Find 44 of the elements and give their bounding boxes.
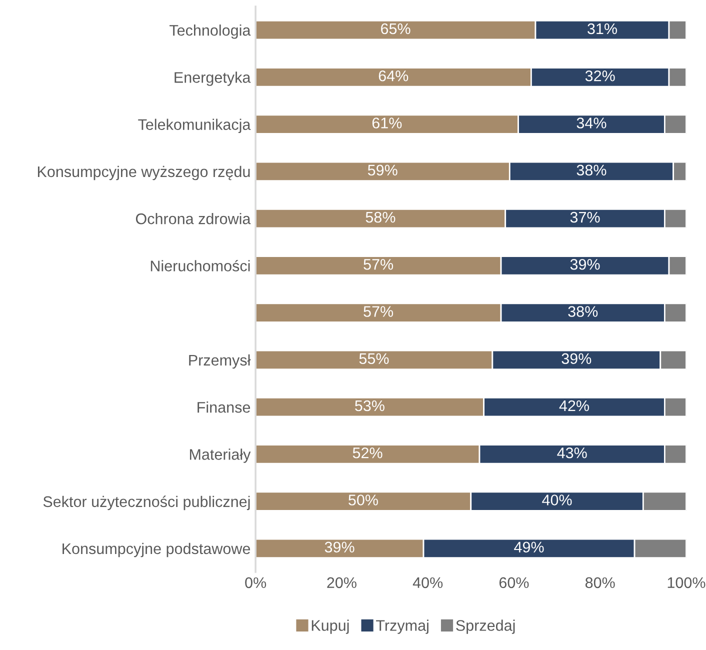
data-label: 40% xyxy=(542,494,572,506)
data-label: 49% xyxy=(514,542,544,553)
data-label: 50% xyxy=(348,494,378,506)
data-label: 64% xyxy=(378,70,408,82)
data-label: 34% xyxy=(576,118,606,128)
y-tick-label: Energetyka xyxy=(174,72,251,86)
data-label: 65% xyxy=(381,23,410,34)
data-label: 32% xyxy=(585,70,615,82)
data-label: 52% xyxy=(352,447,382,458)
x-tick-label: 60% xyxy=(499,577,529,588)
x-tick-label: 40% xyxy=(412,577,443,588)
data-label: 39% xyxy=(324,542,354,553)
data-label: 59% xyxy=(368,164,398,176)
legend-label: Sprzedaj xyxy=(456,620,515,634)
data-label: 37% xyxy=(570,212,600,223)
data-label: 38% xyxy=(568,306,598,317)
data-label: 39% xyxy=(570,258,600,270)
data-label: 58% xyxy=(366,212,396,223)
legend-label: Trzymaj xyxy=(376,620,428,634)
data-label: 39% xyxy=(562,353,592,364)
data-label: 57% xyxy=(364,306,394,317)
x-tick-label: 20% xyxy=(327,577,356,588)
x-tick-label: 100% xyxy=(668,577,706,588)
y-tick-label: Konsumpcyjne wyższego rzędu xyxy=(38,166,250,180)
data-label: 55% xyxy=(359,353,389,364)
data-label: 57% xyxy=(364,259,394,270)
data-label: 38% xyxy=(576,164,606,176)
x-tick-label: 80% xyxy=(585,577,615,588)
y-tick-label: Technologia xyxy=(170,24,251,39)
y-tick-label: Nieruchomości xyxy=(150,260,250,272)
data-label: 43% xyxy=(557,447,587,458)
y-tick-label: Sektor użyteczności publicznej xyxy=(43,496,250,510)
data-label: 53% xyxy=(355,400,384,412)
data-label: 61% xyxy=(372,118,402,128)
x-tick-label: 0% xyxy=(245,577,266,588)
y-tick-label: Materiały xyxy=(190,448,251,463)
data-label: 31% xyxy=(588,23,617,34)
y-tick-label: Telekomunikacja xyxy=(138,118,251,134)
y-tick-label: Przemysł xyxy=(189,354,251,369)
y-tick-label: Finanse xyxy=(198,402,250,413)
y-tick-label: Ochrona zdrowia xyxy=(136,213,251,224)
y-tick-label: Konsumpcyjne podstawowe xyxy=(62,542,250,558)
data-label: 42% xyxy=(559,400,590,412)
legend-label: Kupuj xyxy=(312,620,349,634)
